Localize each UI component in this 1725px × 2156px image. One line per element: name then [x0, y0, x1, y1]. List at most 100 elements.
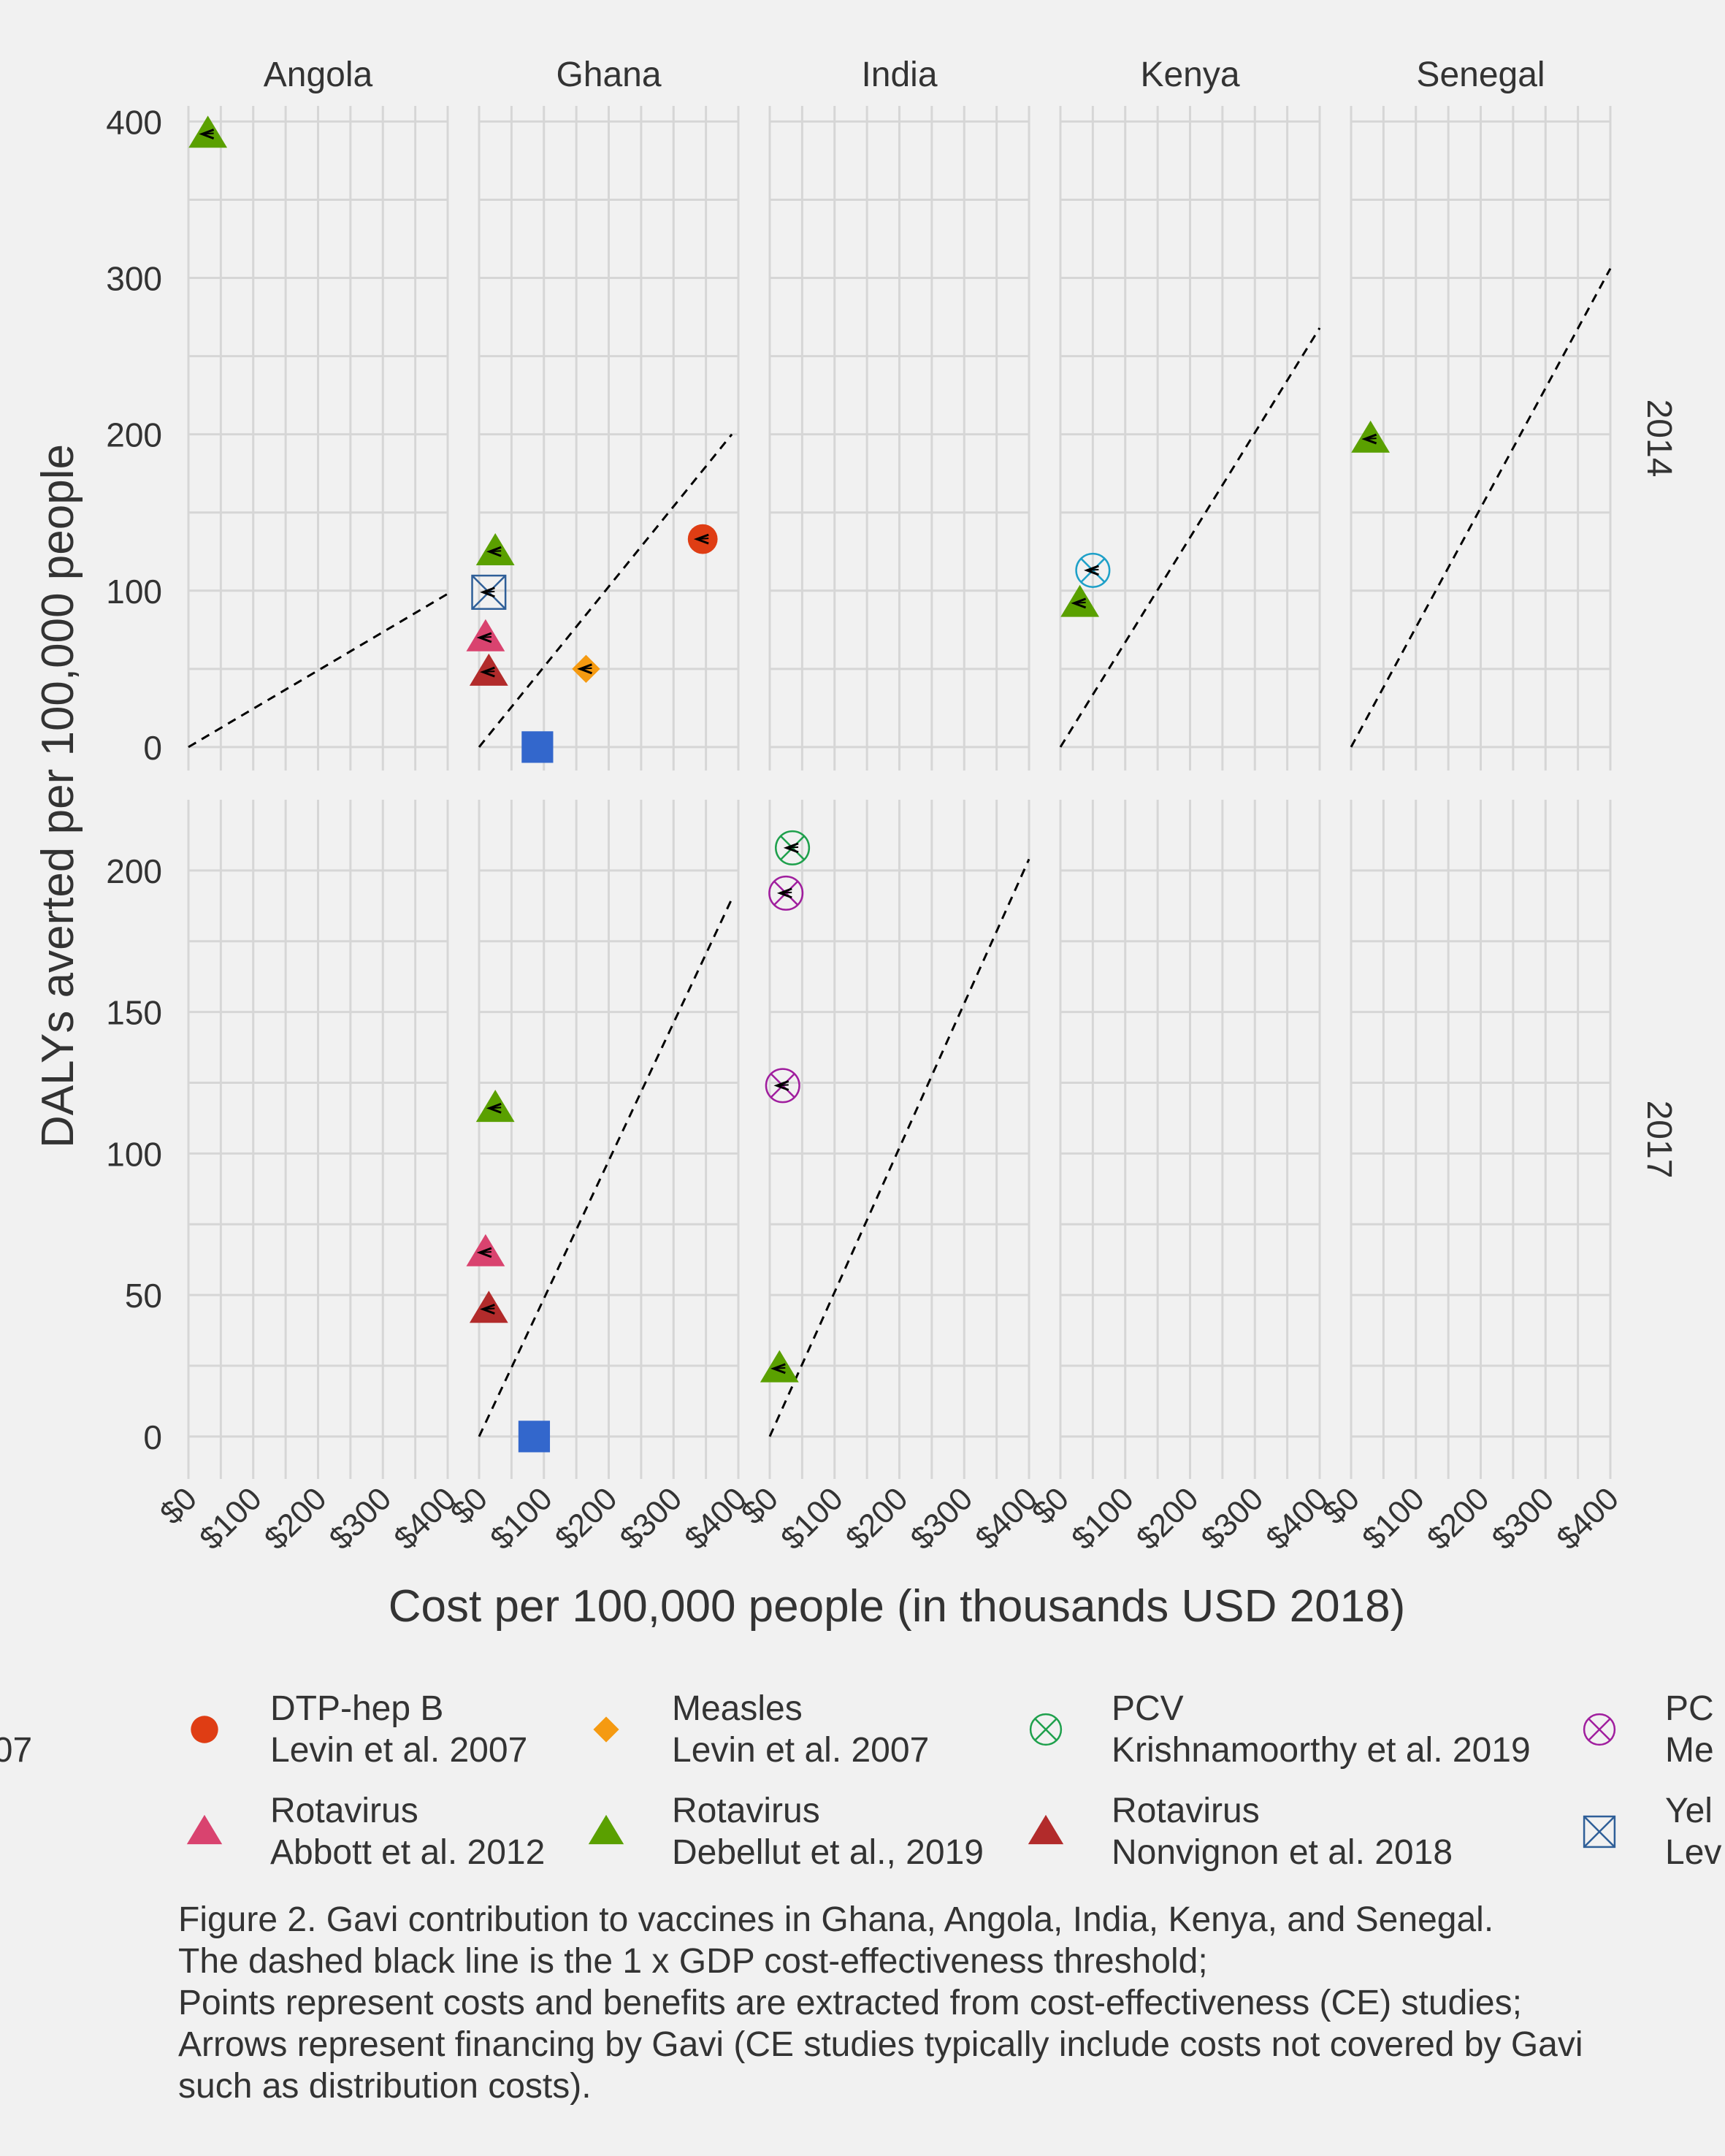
legend-label: Rotavirus — [672, 1792, 820, 1830]
panel-grid — [768, 106, 1030, 771]
facet-label-india: India — [861, 56, 937, 94]
x-tick-label: $100 — [1065, 1480, 1141, 1556]
facet-label-2017: 2017 — [1640, 1101, 1678, 1179]
x-tick-label: $100 — [193, 1480, 269, 1556]
legend-label: Measles — [672, 1689, 803, 1728]
y-tick-label: 300 — [106, 260, 162, 298]
legend-item: et al. 2007 — [0, 1731, 32, 1770]
legend-label: PC — [1665, 1689, 1714, 1728]
facet-label-2014: 2014 — [1640, 400, 1678, 478]
legend-key — [1583, 1713, 1616, 1746]
legend-key — [593, 1716, 619, 1743]
legend-label: Nonvignon et al. 2018 — [1112, 1833, 1453, 1872]
gavi-arrow-shaft — [787, 846, 799, 849]
y-tick-label: 200 — [106, 852, 162, 890]
marker-ring — [1075, 552, 1111, 588]
y-tick-label: 0 — [143, 729, 162, 767]
panel-grid — [1350, 106, 1612, 771]
legend-key — [186, 1814, 223, 1845]
gavi-arrow — [783, 842, 799, 854]
legend-key — [1029, 1713, 1063, 1746]
gavi-arrow — [773, 1079, 789, 1091]
gavi-arrow-shaft — [580, 667, 592, 670]
faceted-scatter-chart: Angola Ghana India Kenya Senegal 2014 2017 0 100… — [0, 56, 1721, 1872]
caption-line-2: The dashed black line is the 1 x GDP cos… — [178, 1942, 1208, 1981]
figure-caption: Figure 2. Gavi contribution to vaccines … — [178, 1899, 1719, 2107]
gavi-arrow-shaft — [773, 1366, 786, 1369]
caption-line-4: Arrows represent financing by Gavi (CE s… — [178, 2025, 1583, 2064]
gavi-arrow-shaft — [1364, 437, 1377, 440]
y-tick-label: 400 — [106, 103, 162, 141]
facet-label-senegal: Senegal — [1416, 56, 1545, 94]
x-tick-label: $200 — [839, 1480, 915, 1556]
panel-grid — [1059, 800, 1321, 1479]
legend-label: Rotavirus — [270, 1792, 418, 1830]
x-tick-label: $100 — [483, 1480, 559, 1556]
legend-label: Yel — [1665, 1792, 1713, 1830]
legend-label: Levin et al. 2007 — [270, 1731, 527, 1770]
y-tick-label: 200 — [106, 416, 162, 454]
x-tick-label: $100 — [774, 1480, 850, 1556]
marker-ring — [765, 1068, 800, 1104]
marker-ring — [775, 830, 811, 865]
caption-line-5: such as distribution costs). — [178, 2067, 592, 2106]
gavi-arrow-shaft — [780, 891, 792, 894]
x-tick-label: $300 — [1194, 1480, 1270, 1556]
x-tick-label: $400 — [1259, 1480, 1335, 1556]
x-tick-label: $300 — [1485, 1480, 1561, 1556]
marker-box — [1583, 1815, 1616, 1849]
x-tick-label: $400 — [387, 1480, 463, 1556]
panel-grid — [478, 106, 740, 771]
threshold-line — [1059, 327, 1321, 748]
y-tick-label: 150 — [106, 994, 162, 1032]
legend-key — [1028, 1814, 1064, 1845]
x-tick-label: $200 — [548, 1480, 624, 1556]
marker-ring — [1029, 1713, 1063, 1746]
x-tick-label: $200 — [258, 1480, 334, 1556]
marker-ring — [1583, 1713, 1616, 1746]
y-tick-label: 100 — [106, 573, 162, 611]
legend-label: Me — [1665, 1731, 1714, 1770]
panel-grid — [1350, 800, 1612, 1479]
threshold-line — [188, 592, 448, 749]
panel-grid — [187, 800, 449, 1479]
marker-cross — [1588, 1718, 1611, 1741]
marker-ring — [768, 875, 804, 911]
legend-label: Abbott et al. 2012 — [270, 1833, 545, 1872]
legend-label: et al. 2007 — [0, 1731, 32, 1770]
threshold-line — [768, 858, 1030, 1437]
facet-label-angola: Angola — [264, 56, 373, 94]
gavi-arrow — [770, 1363, 786, 1375]
x-tick-label: $400 — [1550, 1480, 1626, 1556]
marker-cross — [1583, 1816, 1615, 1848]
x-tick-label: $0 — [1316, 1480, 1366, 1531]
data-point — [518, 1421, 551, 1453]
x-tick-label: $200 — [1420, 1480, 1496, 1556]
panel-grid — [768, 800, 1030, 1479]
x-tick-label: $400 — [678, 1480, 754, 1556]
panel-grid — [187, 106, 449, 771]
x-tick-label: $300 — [613, 1480, 689, 1556]
x-tick-label: $0 — [444, 1480, 494, 1531]
x-axis-title: Cost per 100,000 people (in thousands US… — [389, 1581, 1405, 1632]
threshold-line — [478, 433, 733, 748]
legend-label: Levin et al. 2007 — [672, 1731, 929, 1770]
caption-line-3: Points represent costs and benefits are … — [178, 1984, 1522, 2022]
y-tick-label: 100 — [106, 1135, 162, 1173]
data-point — [521, 731, 554, 763]
legend-label: Debellut et al., 2019 — [672, 1833, 984, 1872]
gavi-arrow-shaft — [489, 1106, 502, 1109]
panel-grid — [478, 800, 740, 1479]
legend-label: Rotavirus — [1112, 1792, 1260, 1830]
legend-key — [588, 1814, 624, 1845]
panel-grid — [1059, 106, 1321, 771]
facet-label-ghana: Ghana — [556, 56, 661, 94]
